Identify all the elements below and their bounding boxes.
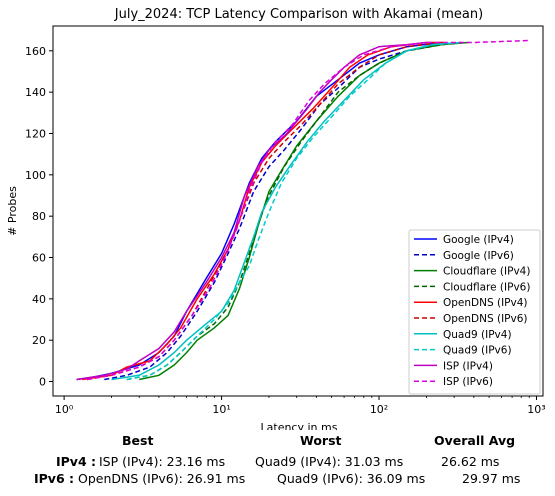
series-line-4 — [81, 41, 445, 381]
y-tick-label: 60 — [32, 252, 46, 265]
legend-label: Quad9 (IPv6) — [443, 345, 512, 357]
legend-label: Cloudflare (IPv6) — [443, 281, 530, 293]
ipv4-avg: 26.62 ms — [441, 454, 500, 469]
y-tick-label: 80 — [32, 210, 46, 223]
summary-header-avg: Overall Avg — [434, 433, 516, 448]
ipv4-worst: Quad9 (IPv4): 31.03 ms — [255, 454, 404, 469]
plot-area: 10⁰ 10¹ 10² 10³ 0 20 40 60 80 100 120 140 160 Google … — [25, 25, 546, 416]
series-line-1 — [104, 41, 461, 381]
y-tick-label: 140 — [25, 86, 46, 99]
legend-label: OpenDNS (IPv4) — [443, 297, 528, 309]
x-tick-label: 10⁰ — [55, 403, 74, 416]
y-tick-label: 100 — [25, 169, 46, 182]
y-tick-label: 0 — [39, 376, 46, 389]
chart-title: July_2024: TCP Latency Comparison with A… — [114, 7, 483, 22]
summary-header-best: Best — [122, 433, 154, 448]
ipv4-best: ISP (IPv4): 23.16 ms — [99, 454, 226, 469]
y-tick-label: 20 — [32, 334, 46, 347]
series-line-0 — [76, 41, 442, 381]
ipv4-label: IPv4 : — [56, 454, 97, 469]
legend-label: ISP (IPv4) — [443, 360, 493, 372]
plot-frame — [52, 25, 544, 397]
ipv6-worst: Quad9 (IPv6): 36.09 ms — [277, 471, 426, 486]
series-line-5 — [86, 41, 442, 381]
x-tick-label: 10² — [370, 403, 388, 416]
legend-label: OpenDNS (IPv6) — [443, 313, 528, 325]
y-tick-label: 120 — [25, 127, 46, 140]
legend-label: Google (IPv6) — [443, 250, 514, 262]
series-line-9 — [86, 39, 530, 381]
legend-box — [408, 229, 541, 395]
y-tick-label: 160 — [25, 45, 46, 58]
x-axis-label: Latency in ms — [261, 421, 338, 430]
series-line-6 — [111, 41, 461, 381]
legend-label: Google (IPv4) — [443, 234, 514, 246]
legend-label: ISP (IPv6) — [443, 376, 493, 388]
latency-chart: July_2024: TCP Latency Comparison with A… — [6, 7, 546, 430]
ipv6-label: IPv6 : — [34, 471, 75, 486]
x-tick-label: 10¹ — [212, 403, 230, 416]
legend-label: Quad9 (IPv4) — [443, 329, 512, 341]
y-tick-label: 40 — [32, 293, 46, 306]
summary-header-worst: Worst — [300, 433, 342, 448]
y-axis-label: # Probes — [6, 186, 19, 236]
series-line-8 — [76, 41, 427, 381]
legend-label: Cloudflare (IPv4) — [443, 266, 530, 278]
ipv6-best: OpenDNS (IPv6): 26.91 ms — [78, 471, 246, 486]
x-tick-label: 10³ — [527, 403, 545, 416]
ipv6-avg: 29.97 ms — [462, 471, 521, 486]
